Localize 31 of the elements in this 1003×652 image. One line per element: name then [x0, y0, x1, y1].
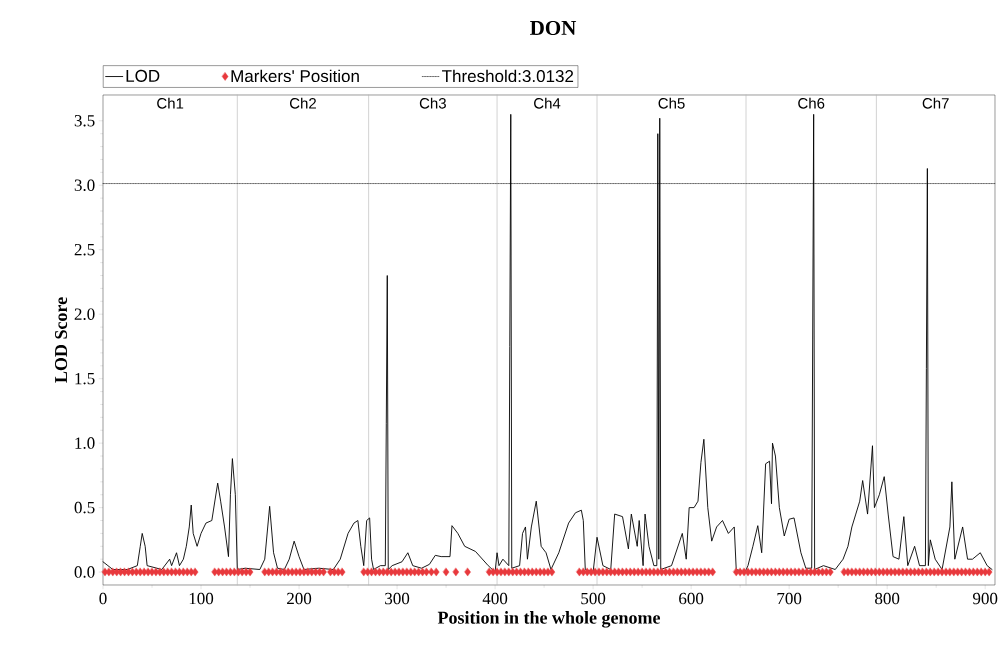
y-tick-label: 0.5 — [74, 501, 95, 514]
annotation: Ch3 — [419, 97, 446, 109]
y-tick-label: 1.0 — [75, 437, 95, 449]
x-tick-label: 300 — [385, 592, 410, 605]
x-axis-title: Position in the whole genome — [437, 611, 661, 628]
x-tick-label: 700 — [777, 592, 802, 605]
x-tick-label: 100 — [189, 592, 214, 605]
y-tick-label: 0.0 — [74, 566, 95, 578]
y-tick-label: 2.0 — [74, 308, 95, 320]
x-tick-label: 400 — [482, 592, 508, 605]
y-axis-title: LOD Score — [55, 297, 68, 383]
legend-label: Threshold:3.0132 — [442, 69, 574, 83]
x-tick-label: 500 — [581, 592, 606, 605]
chart-title: DON — [530, 20, 577, 36]
y-tick-label: 2.5 — [74, 243, 95, 256]
x-tick-label: 900 — [972, 592, 998, 605]
legend-label: LOD — [126, 69, 160, 82]
x-tick-label: 0 — [99, 592, 107, 605]
annotation: Ch5 — [658, 97, 685, 109]
x-tick-label: 600 — [679, 592, 704, 605]
y-tick-label: 1.5 — [75, 372, 95, 385]
x-tick-label: 800 — [875, 592, 900, 605]
annotation: Ch2 — [289, 97, 316, 109]
y-tick-label: 3.0 — [74, 179, 95, 192]
annotation: Ch1 — [157, 97, 184, 109]
annotation: Ch7 — [922, 97, 949, 109]
legend-label: Markers' Position — [231, 69, 359, 83]
x-tick-label: 200 — [287, 592, 312, 605]
annotation: Ch4 — [534, 97, 561, 109]
annotation: Ch6 — [798, 97, 825, 109]
y-tick-label: 3.5 — [74, 115, 95, 127]
